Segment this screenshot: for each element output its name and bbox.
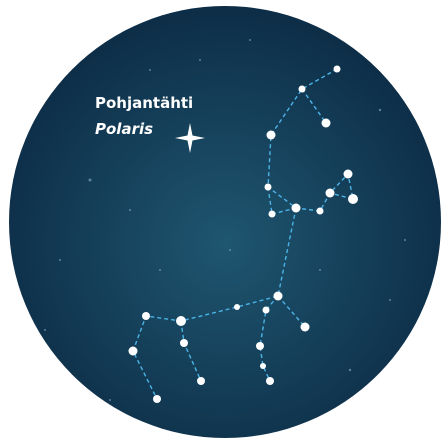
star-name: Pohjantähti [95,94,193,112]
illustration: Pohjantähti Polaris [0,0,445,445]
star-latin-name: Polaris [95,120,153,138]
sky-disc [9,6,441,438]
